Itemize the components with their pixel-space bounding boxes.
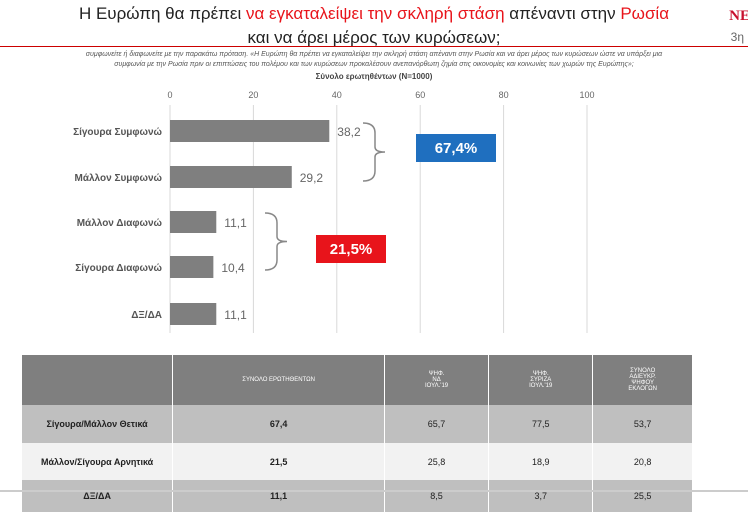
- total-label: 67,4%: [435, 140, 478, 157]
- chart-title: Σύνολο ερωτηθέντων (N=1000): [315, 72, 433, 81]
- question-line-1: συμφωνείτε ή διαφωνείτε με την παρακάτω …: [85, 51, 663, 58]
- total-box: [316, 235, 386, 263]
- x-tick-label: 60: [415, 90, 425, 100]
- cell: 67,4: [172, 405, 385, 443]
- row-label: Σίγουρα/Μάλλον Θετικά: [22, 405, 174, 443]
- cell: 3,7: [488, 480, 594, 512]
- x-tick-label: 20: [248, 90, 258, 100]
- question-line-2: συμφωνία με την Ρωσία πριν οι επιπτώσεις…: [114, 61, 634, 68]
- bar: [170, 211, 217, 233]
- bar: [170, 256, 214, 278]
- category-label: Μάλλον Διαφωνώ: [77, 218, 163, 229]
- category-label: Σίγουρα Διαφωνώ: [75, 263, 162, 274]
- cell: 11,1: [172, 480, 385, 512]
- x-tick-label: 0: [167, 90, 172, 100]
- data-label: 11,1: [224, 216, 247, 230]
- table-header: ΣΥΝΟΛΟ ΑΔΙΕΥΚΡ. ΨΗΦΟΥ ΕΚΛΟΓΩΝ: [592, 355, 693, 405]
- data-label: 10,4: [221, 261, 245, 275]
- brace: [362, 122, 386, 182]
- wave-label: 3η: [730, 30, 744, 44]
- x-tick-label: 100: [579, 90, 594, 100]
- category-label: ΔΞ/ΔΑ: [131, 310, 162, 321]
- table-header: ΨΗΦ. ΣΥΡΙΖΑ ΙΟΥΛ.'19: [488, 355, 594, 405]
- title-highlight: να εγκαταλείψει την σκληρή στάση: [245, 4, 505, 23]
- title-part: Η Ευρώπη θα πρέπει: [78, 4, 246, 23]
- data-label: 29,2: [300, 171, 324, 185]
- cell: 25,8: [384, 443, 490, 480]
- category-label: Μάλλον Συμφωνώ: [75, 173, 163, 184]
- x-tick-label: 80: [499, 90, 509, 100]
- row-label: ΔΞ/ΔΑ: [22, 480, 174, 512]
- cell: 65,7: [384, 405, 490, 443]
- data-label: 11,1: [224, 308, 247, 322]
- table-header: [22, 355, 174, 405]
- footer-divider: [0, 490, 748, 492]
- total-label: 21,5%: [330, 241, 373, 258]
- header-divider: [0, 46, 748, 47]
- bar: [170, 166, 292, 188]
- title-line-2: και να άρει μέρος των κυρώσεων;: [247, 28, 501, 47]
- bar: [170, 120, 330, 142]
- table-header: ΨΗΦ. ΝΔ ΙΟΥΛ.'19: [384, 355, 490, 405]
- title-part: απέναντι στην: [504, 4, 621, 23]
- bar: [170, 303, 217, 325]
- row-label: Μάλλον/Σίγουρα Αρνητικά: [22, 443, 174, 480]
- title-line-1: Η Ευρώπη θα πρέπει να εγκαταλείψει την σ…: [0, 4, 748, 24]
- brace: [264, 212, 288, 271]
- cell: 77,5: [488, 405, 594, 443]
- x-tick-label: 40: [332, 90, 342, 100]
- table-row: ΔΞ/ΔΑ 11,1 8,5 3,7 25,5: [22, 480, 693, 512]
- category-label: Σίγουρα Συμφωνώ: [73, 127, 162, 138]
- cell: 8,5: [384, 480, 490, 512]
- cell: 53,7: [592, 405, 693, 443]
- table-row: Σίγουρα/Μάλλον Θετικά 67,4 65,7 77,5 53,7: [22, 405, 693, 443]
- crosstab-table: ΣΥΝΟΛΟ ΕΡΩΤΗΘΕΝΤΩΝ ΨΗΦ. ΝΔ ΙΟΥΛ.'19 ΨΗΦ. Σ…: [22, 355, 693, 512]
- cell: 18,9: [488, 443, 594, 480]
- cell: 25,5: [592, 480, 693, 512]
- logo: ΝΕ: [729, 8, 748, 24]
- cell: 21,5: [172, 443, 385, 480]
- data-label: 38,2: [337, 125, 361, 139]
- title-highlight: Ρωσία: [620, 4, 670, 23]
- table-row: Μάλλον/Σίγουρα Αρνητικά 21,5 25,8 18,9 20,8: [22, 443, 693, 480]
- bar-chart: 0 20 40 60 80 100 Σίγουρα Συμφωνώ 38,2 Μάλλον Συ…: [73, 90, 595, 333]
- cell: 20,8: [592, 443, 693, 480]
- table-header: ΣΥΝΟΛΟ ΕΡΩΤΗΘΕΝΤΩΝ: [172, 355, 385, 405]
- total-box: [416, 134, 496, 162]
